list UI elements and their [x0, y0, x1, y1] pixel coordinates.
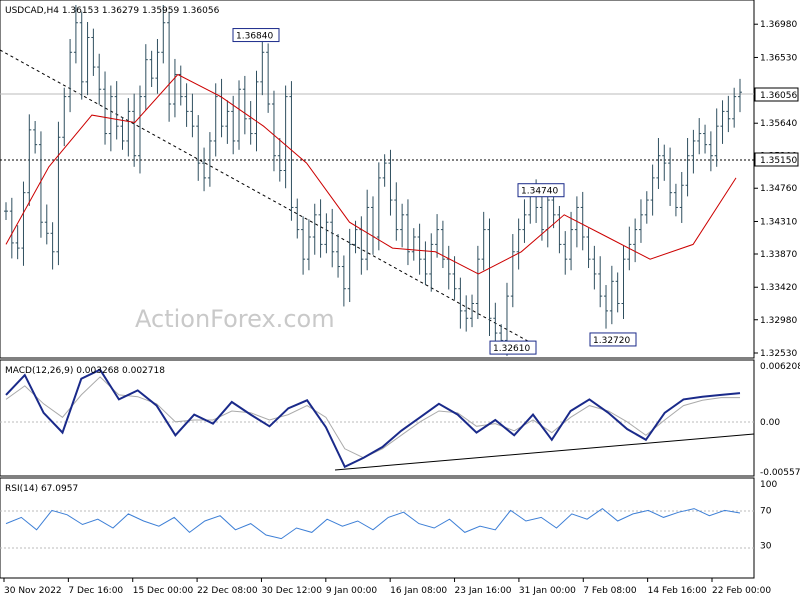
x-tick-label: 9 Jan 00:00 [326, 586, 378, 596]
price-y-tick-label: 1.33420 [760, 283, 797, 293]
rsi-y-tick-label: 100 [760, 480, 777, 490]
rsi-title: RSI(14) 67.0957 [5, 484, 78, 494]
macd-y-tick-label: 0.00 [760, 418, 780, 428]
x-tick-label: 7 Dec 16:00 [68, 586, 123, 596]
rsi-y-tick-label: 30 [760, 542, 772, 552]
price-title: USDCAD,H4 1.36153 1.36279 1.35959 1.3605… [5, 6, 220, 16]
macd-y-tick-label: 0.006208 [760, 362, 800, 372]
x-tick-label: 23 Jan 16:00 [455, 586, 512, 596]
price-annotation-label: 1.32720 [593, 336, 630, 346]
x-tick-label: 14 Feb 16:00 [648, 586, 707, 596]
price-y-tick-label: 1.32980 [760, 316, 797, 326]
price-y-axis: 1.369801.365301.356401.352001.347601.343… [754, 20, 797, 359]
x-tick-label: 31 Jan 00:00 [519, 586, 576, 596]
price-y-tick-label: 1.33870 [760, 250, 797, 260]
macd-y-axis: 0.006208 0.00 -0.005577 [760, 362, 800, 478]
price-y-tick-label: 1.35640 [760, 119, 797, 129]
current-price-label: 1.36056 [760, 91, 797, 101]
x-tick-label: 30 Dec 12:00 [261, 586, 322, 596]
price-y-tick-label: 1.34760 [760, 184, 797, 194]
price-annotation-label: 1.36840 [236, 32, 273, 42]
price-annotation-label: 1.32610 [493, 344, 530, 354]
price-y-tick-label: 1.36980 [760, 20, 797, 30]
price-annotation-label: 1.34740 [521, 187, 558, 197]
rsi-y-axis: 100 70 30 [760, 480, 777, 552]
macd-title: MACD(12,26,9) 0.003268 0.002718 [5, 366, 165, 376]
macd-y-tick-label: -0.005577 [760, 468, 800, 478]
x-tick-label: 16 Jan 08:00 [390, 586, 447, 596]
price-y-tick-label: 1.34310 [760, 217, 797, 227]
watermark: ActionForex.com [135, 305, 335, 333]
x-tick-label: 30 Nov 2022 [4, 586, 62, 596]
macd-panel [0, 360, 754, 476]
x-axis: 30 Nov 2022 7 Dec 16:00 15 Dec 00:00 22 Dec… [4, 578, 771, 596]
support-price-label: 1.35150 [760, 156, 797, 166]
x-tick-label: 22 Dec 08:00 [197, 586, 258, 596]
x-tick-label: 22 Feb 00:00 [712, 586, 771, 596]
price-y-tick-label: 1.32530 [760, 349, 797, 359]
price-y-tick-label: 1.36530 [760, 53, 797, 63]
rsi-y-tick-label: 70 [760, 506, 772, 516]
x-tick-label: 7 Feb 08:00 [583, 586, 637, 596]
price-panel [0, 0, 754, 358]
x-tick-label: 15 Dec 00:00 [133, 586, 194, 596]
